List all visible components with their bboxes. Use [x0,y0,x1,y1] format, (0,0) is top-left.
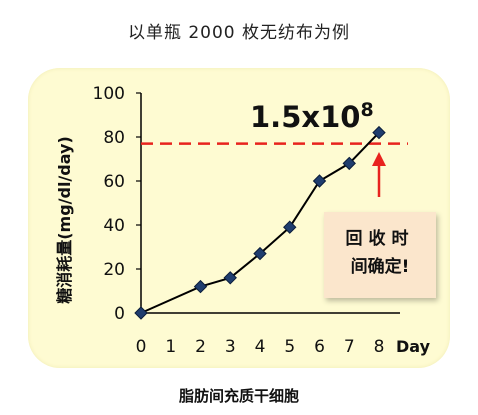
data-point [342,156,356,171]
callout-line1: 回收时 [345,229,415,249]
x-tick-label: 3 [225,337,236,357]
y-tick-label: 60 [103,172,125,192]
data-point [134,306,148,320]
chart-axes [136,92,400,314]
x-axis-unit: Day [396,337,431,356]
figure-caption: 脂肪间充质干细胞 [178,387,299,405]
y-tick-label: 40 [103,216,125,236]
threshold-label: 1.5x108 [250,99,374,134]
threshold-group: 1.5x108 [141,99,408,197]
x-tick-label: 5 [284,337,295,357]
x-tick-label: 1 [165,337,176,357]
x-tick-label: 7 [344,337,355,357]
series-group [134,125,386,320]
data-point [312,174,327,188]
x-tick-label: 0 [136,337,147,357]
x-tick-label: 2 [195,337,206,357]
data-point [223,271,237,285]
x-tick-label: 8 [374,337,385,357]
y-tick-label: 80 [103,128,125,148]
y-tick-label: 100 [93,84,125,104]
arrow-head [372,152,386,166]
y-tick-label: 20 [103,260,125,280]
x-tick-label: 6 [314,337,325,357]
callout-line2: 间确定! [350,257,410,277]
data-point [372,125,386,140]
callout-box: 回收时 间确定! [324,212,436,298]
y-tick-label: 0 [114,304,125,324]
page-title: 以单瓶 2000 枚无纺布为例 [127,23,351,43]
threshold-label-exponent: 8 [360,99,373,121]
y-axis-label: 糖消耗量(mg/dl/day) [55,136,74,304]
x-tick-label: 4 [255,337,266,357]
data-point [193,279,208,294]
data-point [283,220,297,234]
data-point [253,246,267,261]
